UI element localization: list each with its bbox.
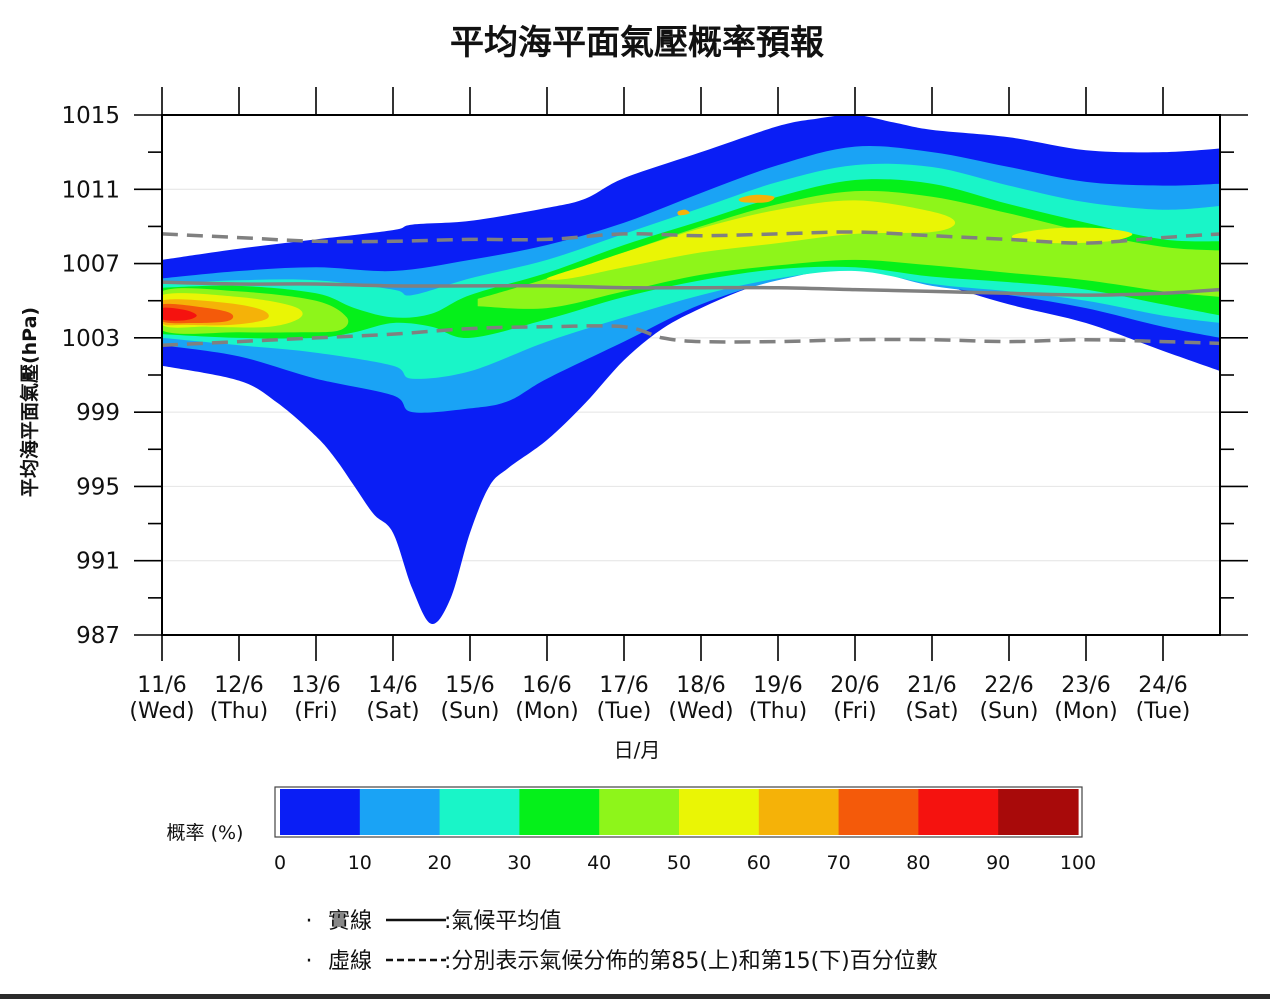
y-tick-label: 1015 (61, 103, 120, 129)
x-tick-date-label: 12/6 (214, 673, 263, 698)
x-tick-weekday-label: (Tue) (1136, 699, 1191, 724)
colorbar-tick-label: 20 (428, 852, 452, 874)
colorbar-tick-label: 60 (747, 852, 771, 874)
bottom-border (0, 994, 1270, 999)
x-tick-date-label: 17/6 (599, 673, 648, 698)
colorbar-swatch-40 (599, 789, 680, 835)
legend-bullet: · (306, 949, 313, 974)
x-tick-weekday-label: (Sun) (979, 699, 1038, 724)
x-tick-date-label: 23/6 (1061, 673, 1110, 698)
x-tick-date-label: 14/6 (368, 673, 417, 698)
x-tick-date-label: 11/6 (137, 673, 186, 698)
x-tick-weekday-label: (Sat) (905, 699, 958, 724)
colorbar-swatch-80 (918, 789, 999, 835)
x-tick-weekday-label: (Sat) (366, 699, 419, 724)
x-tick-weekday-label: (Thu) (210, 699, 269, 724)
probability-bands (162, 114, 1220, 624)
colorbar-swatch-0 (280, 789, 361, 835)
probability-band-60 (677, 209, 690, 216)
colorbar-swatch-90 (998, 789, 1079, 835)
colorbar-tick-label: 70 (827, 852, 851, 874)
colorbar-label: 概率 (%) (167, 822, 244, 844)
y-tick-label: 999 (76, 400, 120, 426)
chart-title: 平均海平面氣壓概率預報 (450, 23, 824, 63)
colorbar-tick-label: 50 (667, 852, 691, 874)
x-tick-weekday-label: (Tue) (597, 699, 652, 724)
colorbar-swatch-70 (838, 789, 919, 835)
legend-label: 實線 (328, 909, 372, 934)
x-tick-weekday-label: (Mon) (1054, 699, 1118, 724)
colorbar-swatch-30 (519, 789, 600, 835)
climate-mean-line (162, 280, 1220, 297)
y-tick-label: 1011 (61, 177, 120, 203)
y-tick-label: 1007 (61, 252, 120, 278)
x-tick-weekday-label: (Sun) (440, 699, 499, 724)
colorbar-tick-label: 100 (1060, 852, 1096, 874)
x-tick-weekday-label: (Wed) (668, 699, 733, 724)
colorbar-tick-label: 40 (587, 852, 611, 874)
x-tick-date-label: 16/6 (522, 673, 571, 698)
colorbar-tick-label: 90 (986, 852, 1010, 874)
colorbar-swatch-60 (758, 789, 840, 835)
x-tick-weekday-label: (Mon) (515, 699, 579, 724)
x-axis-label: 日/月 (614, 738, 661, 762)
colorbar: 概率 (%) 0 10 20 30 40 50 60 70 80 90 100 (167, 786, 1096, 874)
probability-band-50 (546, 200, 956, 280)
x-tick-date-label: 18/6 (676, 673, 725, 698)
colorbar-swatch-20 (439, 789, 520, 835)
y-tick-label: 991 (76, 549, 120, 575)
colorbar-tick-label: 80 (906, 852, 930, 874)
colorbar-tick-label: 30 (507, 852, 531, 874)
x-tick-weekday-label: (Fri) (833, 699, 876, 724)
x-tick-date-label: 19/6 (753, 673, 802, 698)
y-axis-label: 平均海平面氣壓(hPa) (18, 307, 41, 497)
x-tick-date-label: 22/6 (984, 673, 1033, 698)
probability-band-50 (1011, 227, 1133, 244)
x-tick-weekday-label: (Wed) (129, 699, 194, 724)
y-tick-label: 987 (76, 623, 120, 649)
colorbar-swatch-10 (359, 789, 441, 835)
x-tick-date-label: 24/6 (1138, 673, 1187, 698)
x-tick-weekday-label: (Fri) (294, 699, 337, 724)
colorbar-tick-label: 10 (348, 852, 372, 874)
p85-dashed-line (162, 230, 1220, 245)
legend: · 實線 :氣候平均值 · 虛線 :分別表示氣候分佈的第85(上)和第15(下)百分位數 (306, 909, 938, 974)
p15-dashed-line (162, 324, 1220, 348)
y-tick-label: 1003 (61, 326, 120, 352)
x-tick-date-label: 21/6 (907, 673, 956, 698)
legend-label: 虛線 (328, 949, 372, 974)
x-tick-date-label: 15/6 (445, 673, 494, 698)
plot-area: 101510111007100399999599198711/6(Wed)12/… (61, 87, 1248, 724)
legend-description: :氣候平均值 (444, 909, 561, 934)
probability-band-80 (162, 307, 197, 321)
climate-lines (162, 230, 1220, 348)
colorbar-swatch-50 (679, 789, 760, 835)
x-tick-weekday-label: (Thu) (749, 699, 808, 724)
y-tick-label: 995 (76, 474, 120, 500)
probability-band-60 (738, 194, 775, 203)
probability-band-40 (477, 190, 1220, 309)
legend-description: :分別表示氣候分佈的第85(上)和第15(下)百分位數 (444, 949, 938, 974)
legend-bullet: · (306, 909, 313, 934)
colorbar-tick-label: 0 (274, 852, 286, 874)
x-tick-date-label: 13/6 (291, 673, 340, 698)
x-tick-date-label: 20/6 (830, 673, 879, 698)
